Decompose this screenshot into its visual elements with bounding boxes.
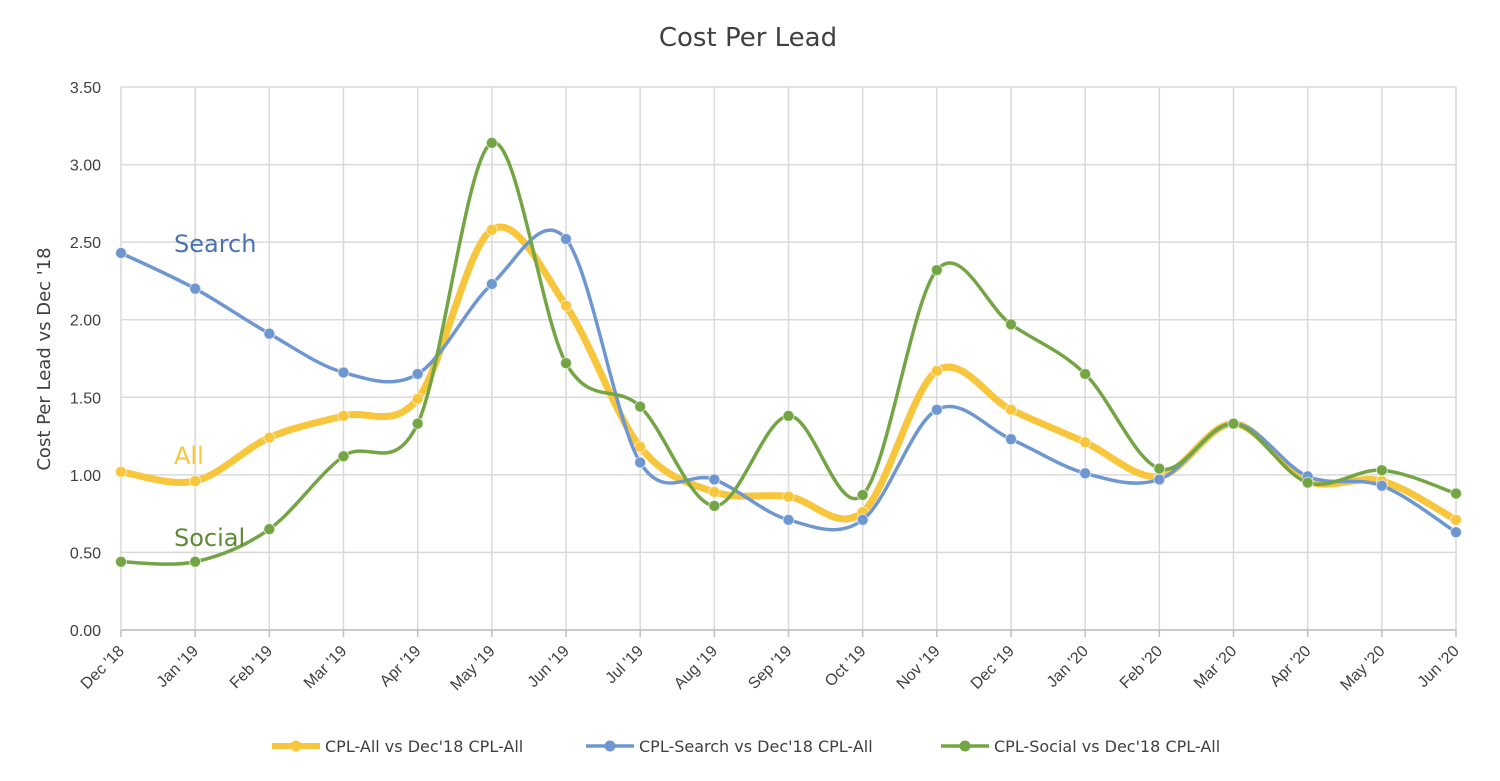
data-point <box>782 409 795 422</box>
y-tick-label: 2.00 <box>70 313 101 330</box>
y-tick-label: 1.50 <box>70 390 101 407</box>
data-point <box>708 499 721 512</box>
data-point <box>708 485 721 498</box>
y-tick-label: 3.50 <box>70 80 101 97</box>
axes <box>120 629 1457 637</box>
x-tick-label: Jun '19 <box>525 643 573 691</box>
series-group <box>115 136 1462 568</box>
data-point <box>930 364 943 377</box>
data-point <box>782 513 795 526</box>
data-point <box>782 490 795 503</box>
annotation-social: Social <box>174 524 245 552</box>
data-point <box>1450 487 1462 500</box>
x-tick-labels: Dec '18 Jan '19 Feb '19 Mar '19 Apr '19 May '… <box>78 643 1463 694</box>
y-tick-label: 0.00 <box>70 623 101 640</box>
data-point <box>560 357 572 370</box>
data-point <box>1450 513 1462 526</box>
data-point <box>1227 417 1240 430</box>
x-tick-label: May '20 <box>1337 643 1388 694</box>
chart-title: Cost Per Lead <box>659 23 837 53</box>
data-point <box>1005 433 1017 446</box>
x-tick-label: Aug '19 <box>671 643 721 693</box>
data-point <box>115 555 127 568</box>
x-tick-label: Jun '20 <box>1415 643 1463 691</box>
data-point <box>263 327 276 340</box>
grid-lines <box>120 86 1457 631</box>
x-tick-label: Dec '19 <box>968 643 1018 693</box>
data-point <box>411 368 424 381</box>
data-point <box>1005 318 1017 331</box>
x-tick-label: Jan '19 <box>154 643 202 691</box>
data-point <box>1079 368 1092 381</box>
x-tick-label: May '19 <box>447 643 498 694</box>
data-point <box>115 465 127 478</box>
series-social <box>115 136 1462 568</box>
x-tick-label: Mar '20 <box>1191 643 1240 692</box>
data-point <box>856 513 869 526</box>
data-point <box>1153 473 1166 486</box>
legend-swatch-marker <box>604 740 616 752</box>
x-tick-label: Sep '19 <box>745 643 795 693</box>
legend: CPL-All vs Dec'18 CPL-All CPL-Search vs D… <box>272 737 1220 756</box>
y-tick-labels: 0.00 0.50 1.00 1.50 2.00 2.50 3.00 3.50 <box>70 80 101 640</box>
x-tick-label: Nov '19 <box>894 643 944 693</box>
annotation-search: Search <box>174 230 256 258</box>
y-axis-label: Cost Per Lead vs Dec '18 <box>34 247 55 470</box>
data-point <box>411 417 424 430</box>
data-point <box>1375 464 1388 477</box>
data-point <box>1079 467 1092 480</box>
x-tick-label: Oct '19 <box>822 643 870 691</box>
data-point <box>1079 436 1092 449</box>
legend-swatch-marker <box>290 740 302 752</box>
y-tick-label: 2.50 <box>70 235 101 252</box>
x-tick-label: Dec '18 <box>78 643 128 693</box>
y-tick-label: 0.50 <box>70 545 101 562</box>
data-point <box>189 555 202 568</box>
data-point <box>337 450 350 463</box>
data-point <box>560 299 572 312</box>
data-point <box>485 278 498 291</box>
data-point <box>115 247 127 260</box>
data-point <box>1301 476 1314 489</box>
data-point <box>930 264 943 277</box>
legend-swatch-marker <box>959 740 971 752</box>
data-point <box>1005 403 1017 416</box>
series-social-line <box>119 141 1458 566</box>
series-annotations: Search All Social <box>174 230 256 552</box>
data-point <box>634 440 647 453</box>
data-point <box>708 473 721 486</box>
data-point <box>337 409 350 422</box>
data-point <box>1375 479 1388 492</box>
data-point <box>560 233 572 246</box>
data-point <box>930 403 943 416</box>
data-point <box>485 223 498 236</box>
data-point <box>263 431 276 444</box>
data-point <box>1450 526 1462 539</box>
data-point <box>634 456 647 469</box>
data-point <box>856 489 869 502</box>
data-point <box>189 475 202 488</box>
x-tick-label: Apr '20 <box>1267 643 1315 691</box>
legend-label: CPL-Search vs Dec'18 CPL-All <box>639 737 873 756</box>
y-tick-label: 1.00 <box>70 468 101 485</box>
data-point <box>485 136 498 149</box>
x-tick-label: Jan '20 <box>1044 643 1092 691</box>
data-point <box>189 282 202 295</box>
x-tick-label: Jul '19 <box>603 643 647 687</box>
x-tick-label: Mar '19 <box>301 643 350 692</box>
legend-label: CPL-All vs Dec'18 CPL-All <box>325 737 523 756</box>
x-tick-label: Feb '19 <box>227 643 276 692</box>
legend-label: CPL-Social vs Dec'18 CPL-All <box>994 737 1220 756</box>
annotation-all: All <box>174 442 204 470</box>
data-point <box>411 392 424 405</box>
x-tick-label: Apr '19 <box>377 643 425 691</box>
data-point <box>337 366 350 379</box>
data-point <box>634 400 647 413</box>
data-point <box>263 523 276 536</box>
y-tick-label: 3.00 <box>70 158 101 175</box>
data-point <box>1153 462 1166 475</box>
x-tick-label: Feb '20 <box>1117 643 1166 692</box>
